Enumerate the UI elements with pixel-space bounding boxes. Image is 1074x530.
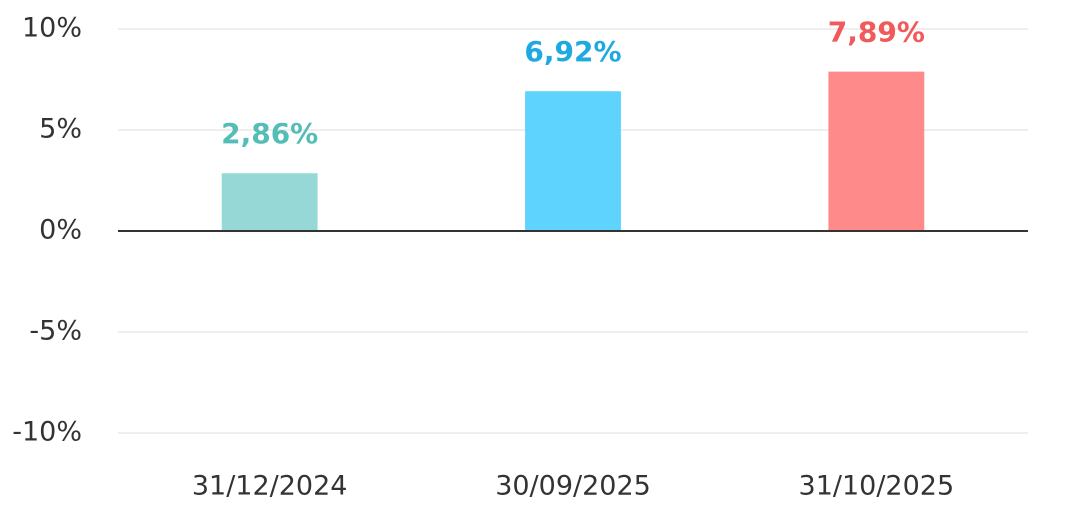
y-tick-label: -5% [29,316,82,347]
value-label: 6,92% [524,35,621,68]
bar [525,91,621,231]
y-tick-label: 5% [39,114,82,145]
y-tick-label: 0% [39,215,82,246]
y-tick-label: -10% [12,417,82,448]
x-tick-label: 31/10/2025 [799,471,955,502]
y-tick-label: 10% [22,13,82,44]
value-label: 2,86% [221,117,318,150]
bar [828,71,925,231]
bar [221,173,318,231]
x-tick-label: 30/09/2025 [495,471,651,502]
x-tick-label: 31/12/2024 [192,471,348,502]
value-label: 7,89% [828,16,925,49]
